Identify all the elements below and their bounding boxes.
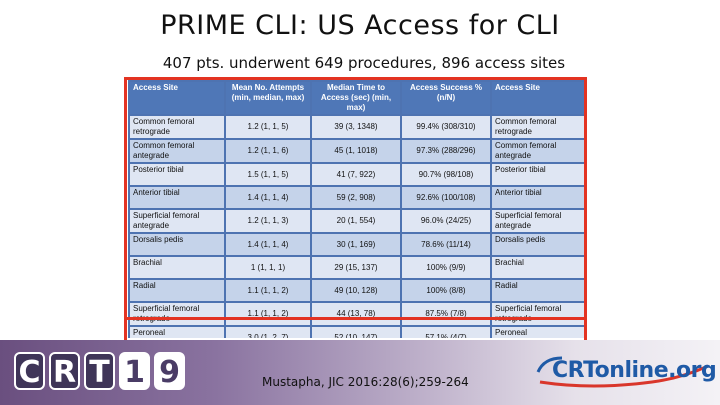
slide-title: PRIME CLI: US Access for CLI (160, 10, 560, 41)
crtonline-wordmark: CRTonline.org (552, 358, 717, 383)
header-median-time: Median Time to Access (sec) (min, max) (310, 80, 402, 116)
cell-site: Radial (128, 278, 226, 303)
cell-attempts: 1.4 (1, 1, 4) (224, 185, 312, 210)
crt-logo-letter: R (49, 352, 80, 390)
access-table-container: Access Site Mean No. Attempts (min, medi… (128, 80, 584, 338)
table-row: Anterior tibial 1.4 (1, 1, 4) 59 (2, 908… (128, 185, 584, 210)
cell-time: 59 (2, 908) (310, 185, 402, 210)
cell-time: 39 (3, 1348) (310, 114, 402, 140)
cell-site: Peroneal (128, 325, 226, 338)
table-row: Common femoral antegrade 1.2 (1, 1, 6) 4… (128, 138, 584, 164)
table-header-row: Access Site Mean No. Attempts (min, medi… (128, 80, 584, 116)
cell-attempts: 1.1 (1, 1, 2) (224, 301, 312, 327)
cell-time: 30 (1, 169) (310, 232, 402, 257)
table-outline-box (124, 77, 587, 320)
cell-attempts: 1.2 (1, 1, 5) (224, 114, 312, 140)
cell-time: 20 (1, 554) (310, 208, 402, 234)
cell-success: 78.6% (11/14) (400, 232, 492, 257)
crtonline-logo: CRTonline.org (532, 352, 717, 390)
access-table: Access Site Mean No. Attempts (min, medi… (128, 80, 584, 338)
cell-time: 49 (10, 128) (310, 278, 402, 303)
cell-site-2: Common femoral antegrade (490, 138, 584, 164)
cell-site-2: Superficial femoral antegrade (490, 208, 584, 234)
table-row: Radial 1.1 (1, 1, 2) 49 (10, 128) 100% (… (128, 278, 584, 303)
cell-success: 99.4% (308/310) (400, 114, 492, 140)
crt-logo-letter: T (84, 352, 115, 390)
cell-time: 45 (1, 1018) (310, 138, 402, 164)
header-mean-attempts: Mean No. Attempts (min, median, max) (224, 80, 312, 116)
cell-site: Anterior tibial (128, 185, 226, 210)
cell-success: 87.5% (7/8) (400, 301, 492, 327)
crt-logo-digit: 1 (119, 352, 150, 390)
cell-site-2: Dorsalis pedis (490, 232, 584, 257)
cell-success: 90.7% (98/108) (400, 162, 492, 187)
cell-success: 92.6% (100/108) (400, 185, 492, 210)
table-row: Common femoral retrograde 1.2 (1, 1, 5) … (128, 114, 584, 140)
cell-site: Brachial (128, 255, 226, 280)
citation-text: Mustapha, JIC 2016:28(6);259-264 (262, 375, 469, 389)
table-row: Superficial femoral retrograde 1.1 (1, 1… (128, 301, 584, 327)
cell-success: 97.3% (288/296) (400, 138, 492, 164)
slide-subtitle: 407 pts. underwent 649 procedures, 896 a… (162, 54, 566, 72)
cell-site: Common femoral retrograde (128, 114, 226, 140)
table-row: Superficial femoral antegrade 1.2 (1, 1,… (128, 208, 584, 234)
cell-time: 52 (10, 147) (310, 325, 402, 338)
cell-time: 29 (15, 137) (310, 255, 402, 280)
cell-time: 41 (7, 922) (310, 162, 402, 187)
cell-site-2: Common femoral retrograde (490, 114, 584, 140)
cell-site-2: Anterior tibial (490, 185, 584, 210)
cell-success: 100% (8/8) (400, 278, 492, 303)
cell-success: 96.0% (24/25) (400, 208, 492, 234)
cell-attempts: 1.1 (1, 1, 2) (224, 278, 312, 303)
cell-attempts: 1.5 (1, 1, 5) (224, 162, 312, 187)
cell-attempts: 1.2 (1, 1, 6) (224, 138, 312, 164)
cell-site: Common femoral antegrade (128, 138, 226, 164)
cell-site: Dorsalis pedis (128, 232, 226, 257)
header-access-site-2: Access Site (490, 80, 584, 116)
table-row: Brachial 1 (1, 1, 1) 29 (15, 137) 100% (… (128, 255, 584, 280)
cell-site-2: Radial (490, 278, 584, 303)
crt19-logo: C R T 1 9 (14, 352, 185, 392)
cell-site-2: Brachial (490, 255, 584, 280)
cell-site-2: Peroneal (490, 325, 584, 338)
header-access-success: Access Success % (n/N) (400, 80, 492, 116)
swoosh-icon (536, 356, 709, 388)
cell-time: 44 (13, 78) (310, 301, 402, 327)
cell-site: Posterior tibial (128, 162, 226, 187)
cell-attempts: 3.0 (1, 2, 7) (224, 325, 312, 338)
cell-attempts: 1.2 (1, 1, 3) (224, 208, 312, 234)
crt-logo-letter: C (14, 352, 45, 390)
cell-site: Superficial femoral antegrade (128, 208, 226, 234)
table-row: Posterior tibial 1.5 (1, 1, 5) 41 (7, 92… (128, 162, 584, 187)
cell-attempts: 1 (1, 1, 1) (224, 255, 312, 280)
cell-success: 57.1% (4/7) (400, 325, 492, 338)
cell-attempts: 1.4 (1, 1, 4) (224, 232, 312, 257)
header-access-site: Access Site (128, 80, 226, 116)
crt-logo-digit: 9 (154, 352, 185, 390)
cell-success: 100% (9/9) (400, 255, 492, 280)
table-row: Dorsalis pedis 1.4 (1, 1, 4) 30 (1, 169)… (128, 232, 584, 257)
table-row-highlighted: Peroneal 3.0 (1, 2, 7) 52 (10, 147) 57.1… (128, 325, 584, 338)
cell-site-2: Posterior tibial (490, 162, 584, 187)
